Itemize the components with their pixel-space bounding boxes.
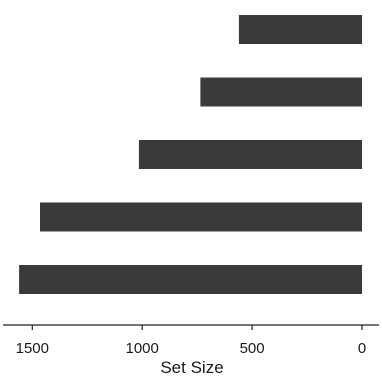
bar-0 [238,15,362,44]
x-tick-label-0: 0 [358,340,366,357]
x-axis-ticks: 1500 1000 500 0 [16,325,366,357]
x-axis-title: Set Size [160,358,223,377]
bar-3 [40,202,362,232]
bar-1 [200,77,362,107]
x-tick-label-1500: 1500 [16,340,49,357]
bar-4 [19,265,362,294]
x-tick-label-500: 500 [240,340,265,357]
bar-2 [138,140,362,169]
bars-group [19,15,362,294]
x-tick-label-1000: 1000 [126,340,159,357]
